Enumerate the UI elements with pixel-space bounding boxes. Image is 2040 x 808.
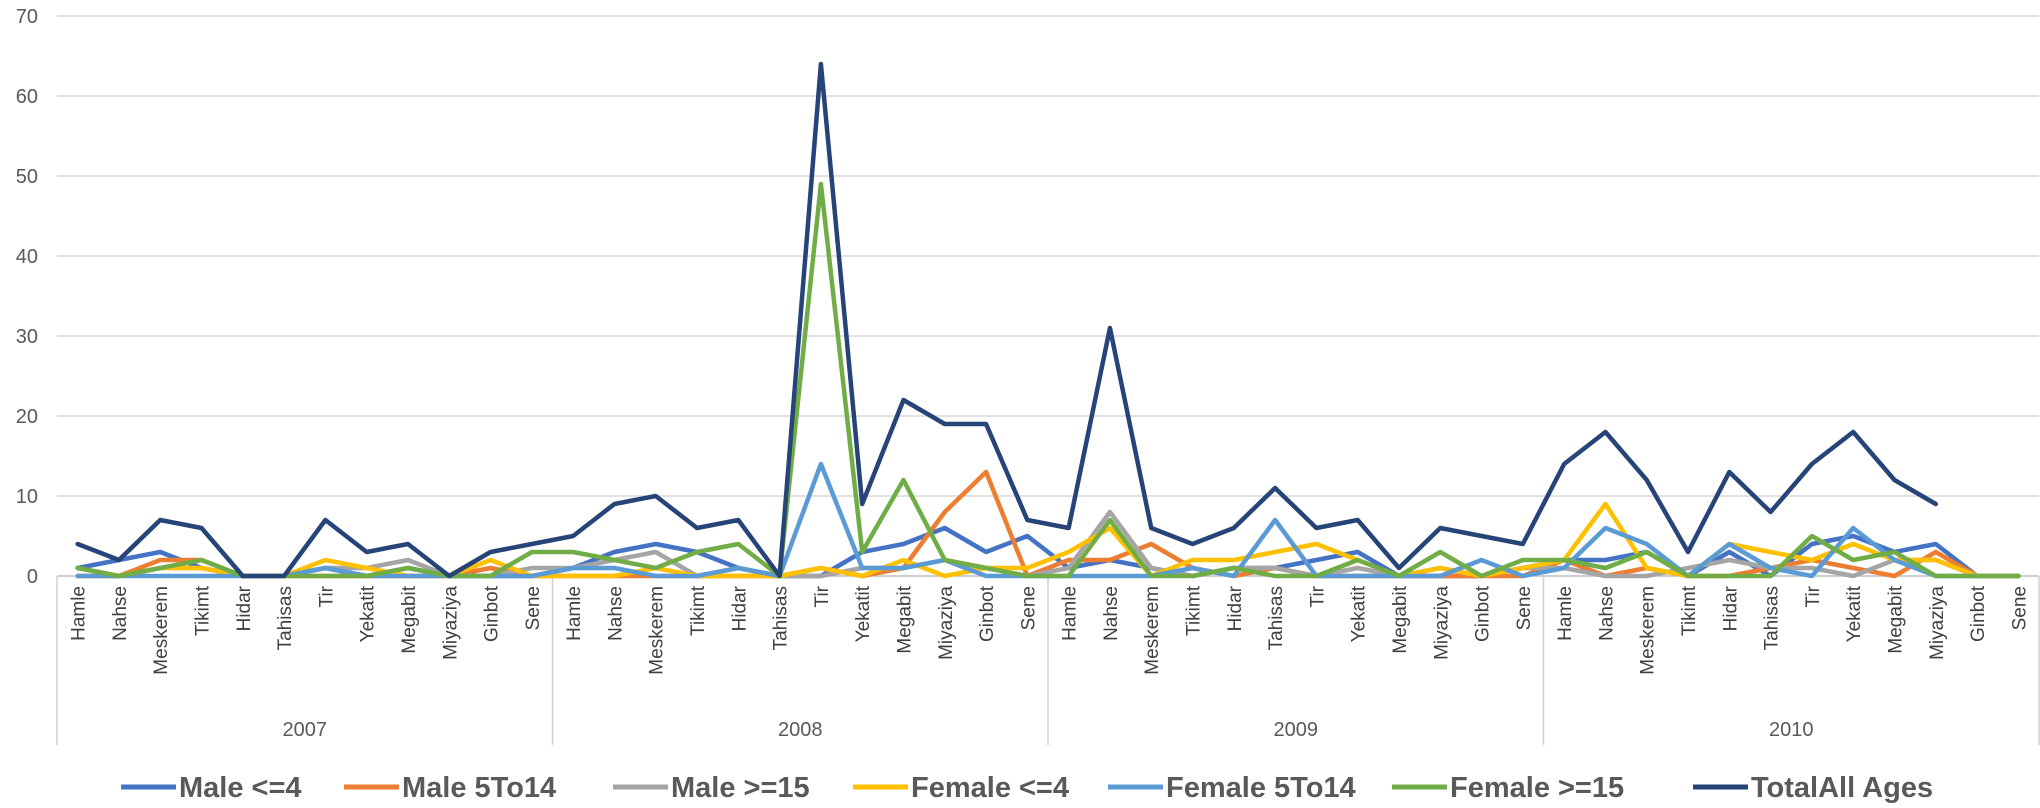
x-tick-label: Miyaziya (1431, 586, 1452, 660)
y-tick-label: 50 (16, 166, 38, 188)
x-tick-label: Sene (523, 586, 544, 630)
series-line (75, 61, 1939, 579)
x-tick-label: Tahisas (771, 586, 792, 650)
year-label: 2008 (778, 719, 823, 741)
x-tick-label: Meskerem (1142, 586, 1163, 675)
x-tick-label: Yekatit (1349, 585, 1370, 642)
x-tick-label: Miyaziya (1927, 586, 1948, 660)
series-female-4 (75, 501, 2021, 579)
x-tick-label: Sene (2009, 586, 2030, 630)
year-label: 2009 (1274, 719, 1319, 741)
x-tick-label: Ginbot (1473, 585, 1494, 642)
x-tick-label: Tahisas (275, 586, 296, 650)
legend: Male <=4 Male 5To14 Male >=15 Female <=4 Fem… (121, 772, 1933, 804)
x-tick-label: Hidar (1225, 585, 1246, 631)
x-tick-label: Meskerem (647, 586, 668, 675)
x-tick-label: Tikimt (1184, 585, 1205, 636)
x-tick-label: Hamle (564, 586, 585, 641)
series-line (75, 181, 2021, 579)
y-tick-label: 10 (16, 486, 38, 508)
legend-item: Male >=15 (613, 772, 810, 804)
x-tick-label: Tir (812, 585, 833, 607)
x-tick-label: Meskerem (1638, 586, 1659, 675)
legend-label: Male 5To14 (402, 772, 556, 804)
y-tick-label: 60 (16, 86, 38, 108)
y-tick-label: 70 (16, 6, 38, 28)
y-tick-label: 40 (16, 246, 38, 268)
x-tick-label: Hidar (729, 585, 750, 631)
x-tick-label: Nahse (1596, 586, 1617, 641)
x-tick-label: Yekatit (358, 585, 379, 642)
x-tick-label: Hamle (69, 586, 90, 641)
series-totalall-ages (75, 61, 1939, 579)
x-tick-label: Megabit (1390, 585, 1411, 653)
x-tick-label: Tir (1803, 585, 1824, 607)
legend-label: Male >=15 (671, 772, 810, 804)
x-tick-label: Nahse (605, 586, 626, 641)
y-tick-label: 30 (16, 326, 38, 348)
x-tick-label: Ginbot (482, 585, 503, 642)
x-tick-label: Yekatit (853, 585, 874, 642)
legend-item: Male <=4 (121, 772, 302, 804)
series-lines (75, 61, 2021, 579)
legend-label: Female <=4 (911, 772, 1069, 804)
x-tick-label: Tikimt (688, 585, 709, 636)
legend-item: Female >=15 (1392, 772, 1624, 804)
x-tick-label: Hamle (1060, 586, 1081, 641)
legend-item: Female 5To14 (1108, 772, 1356, 804)
x-tick-label: Miyaziya (936, 586, 957, 660)
series-line (75, 509, 2021, 579)
legend-label: TotalAll Ages (1751, 772, 1933, 804)
x-tick-label: Meskerem (151, 586, 172, 675)
legend-label: Female >=15 (1450, 772, 1624, 804)
x-tick-label: Tir (316, 585, 337, 607)
x-tick-label: Tikimt (193, 585, 214, 636)
x-tick-label: Hidar (1720, 585, 1741, 631)
legend-item: Male 5To14 (344, 772, 556, 804)
x-tick-label: Tahisas (1762, 586, 1783, 650)
x-tick-label: Tahisas (1266, 586, 1287, 650)
x-tick-label: Megabit (894, 585, 915, 653)
year-label: 2010 (1769, 719, 1814, 741)
x-tick-label: Yekatit (1844, 585, 1865, 642)
y-tick-label: 20 (16, 406, 38, 428)
x-tick-label: Megabit (1885, 585, 1906, 653)
x-tick-label: Nahse (1101, 586, 1122, 641)
x-tick-label: Miyaziya (440, 586, 461, 660)
gridlines (57, 15, 2039, 497)
x-tick-label: Ginbot (977, 585, 998, 642)
legend-label: Female 5To14 (1166, 772, 1356, 804)
x-tick-label: Hamle (1555, 586, 1576, 641)
x-axis: Hamle Nahse Meskerem Tikimt Hidar Tahisas Tir Y… (56, 575, 2040, 745)
x-tick-label: Megabit (399, 585, 420, 653)
x-tick-label: Sene (1018, 586, 1039, 630)
x-tick-label: Hidar (234, 585, 255, 631)
x-tick-label: Tikimt (1679, 585, 1700, 636)
series-male-15 (75, 509, 2021, 579)
year-label: 2007 (283, 719, 328, 741)
legend-item: TotalAll Ages (1693, 772, 1933, 804)
x-tick-label: Nahse (110, 586, 131, 641)
y-tick-label: 0 (27, 566, 38, 588)
x-tick-label: Ginbot (1968, 585, 1989, 642)
series-line (75, 501, 2021, 579)
legend-label: Male <=4 (179, 772, 302, 804)
series-female-15 (75, 181, 2021, 579)
legend-item: Female <=4 (853, 772, 1069, 804)
y-axis-ticks: 0 10 20 30 40 50 60 70 (16, 6, 38, 588)
x-tick-label: Tir (1307, 585, 1328, 607)
x-tick-label: Sene (1514, 586, 1535, 630)
